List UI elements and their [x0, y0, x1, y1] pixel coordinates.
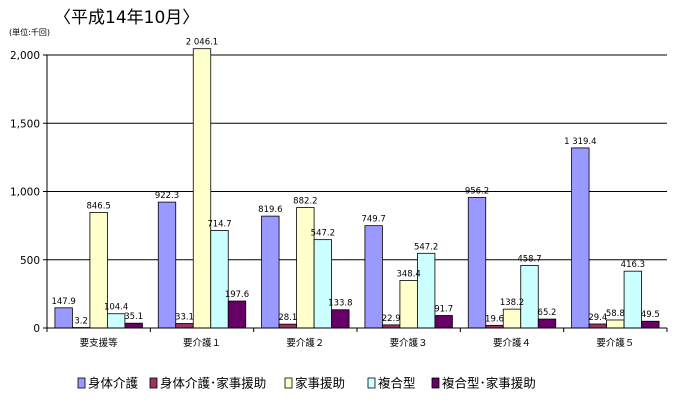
- data-label: 819.6: [258, 205, 282, 215]
- data-label: 416.3: [621, 260, 645, 270]
- y-tick-label: 1,500: [10, 118, 40, 130]
- bar: [211, 230, 229, 328]
- legend-swatch: [432, 378, 439, 388]
- bar: [538, 319, 556, 328]
- bar: [435, 315, 453, 328]
- legend-label: 複合型･家事援助: [442, 376, 536, 391]
- bar: [279, 324, 297, 328]
- x-tick-label: 要介護３: [390, 337, 428, 349]
- bar: [193, 49, 211, 328]
- y-tick-label: 1,000: [10, 187, 40, 199]
- bar: [521, 265, 539, 328]
- x-tick-label: 要介護２: [286, 337, 324, 349]
- data-label: 29.4: [588, 313, 607, 323]
- bar: [176, 323, 194, 328]
- bar: [365, 226, 383, 328]
- bar: [417, 253, 435, 328]
- x-tick-label: 要介護４: [493, 337, 531, 349]
- bar: [468, 197, 486, 328]
- bar: [400, 280, 418, 328]
- bar: [262, 216, 280, 328]
- bars: [55, 49, 659, 328]
- data-label: 28.1: [278, 313, 297, 323]
- data-label: 1 319.4: [564, 137, 596, 147]
- data-label: 147.9: [51, 297, 75, 307]
- data-label: 547.2: [311, 229, 335, 239]
- data-label: 714.7: [207, 219, 231, 229]
- data-label: 197.6: [225, 290, 249, 300]
- data-label: 138.2: [500, 298, 524, 308]
- bar: [589, 324, 607, 328]
- data-label: 35.1: [124, 312, 143, 322]
- data-label: 348.4: [396, 269, 420, 279]
- data-label: 547.2: [414, 242, 438, 252]
- x-tick-label: 要介護５: [596, 337, 634, 349]
- data-label: 922.3: [155, 191, 179, 201]
- bar: [642, 321, 660, 328]
- data-label: 49.5: [641, 310, 660, 320]
- bar: [607, 320, 625, 328]
- data-label: 22.9: [382, 314, 401, 324]
- legend-label: 複合型: [378, 376, 416, 391]
- data-label: 846.5: [86, 201, 110, 211]
- x-tick-label: 要介護１: [183, 337, 221, 349]
- x-tick-label: 要支援等: [80, 337, 119, 349]
- data-label: 882.2: [293, 197, 317, 207]
- legend-swatch: [78, 378, 85, 388]
- data-label: 33.1: [175, 312, 194, 322]
- y-tick-label: 2,000: [10, 50, 40, 62]
- data-label: 65.2: [538, 308, 557, 318]
- legend-swatch: [150, 378, 157, 388]
- y-tick-label: 0: [33, 323, 40, 335]
- bar: [624, 271, 642, 328]
- bar: [297, 208, 315, 328]
- data-label: 458.7: [517, 254, 541, 264]
- data-label: 956.2: [465, 186, 489, 196]
- data-label: 19.6: [485, 314, 504, 324]
- y-tick-label: 500: [20, 255, 40, 267]
- legend: 身体介護 身体介護･家事援助 家事援助 複合型 複合型･家事援助: [78, 376, 536, 391]
- data-label: 133.8: [328, 299, 352, 309]
- legend-label: 身体介護･家事援助: [160, 376, 266, 391]
- legend-swatch: [368, 378, 375, 388]
- legend-swatch: [285, 378, 292, 388]
- unit-label: (単位:千回): [9, 27, 50, 37]
- data-label: 3.2: [74, 317, 88, 327]
- legend-label: 家事援助: [295, 376, 345, 391]
- bar: [503, 309, 521, 328]
- bar: [158, 202, 176, 328]
- bar: [55, 308, 73, 328]
- data-label: 58.8: [606, 309, 625, 319]
- bar: [107, 314, 125, 328]
- bar: [125, 323, 142, 328]
- data-label: 2 046.1: [186, 38, 218, 48]
- bar: [314, 240, 332, 328]
- data-label: 749.7: [361, 215, 385, 225]
- chart-title: 〈平成14年10月〉: [54, 8, 199, 28]
- data-label: 91.7: [434, 304, 453, 314]
- bar: [332, 310, 350, 328]
- legend-label: 身体介護: [88, 376, 139, 391]
- bar: [228, 301, 246, 328]
- bar: [572, 148, 590, 328]
